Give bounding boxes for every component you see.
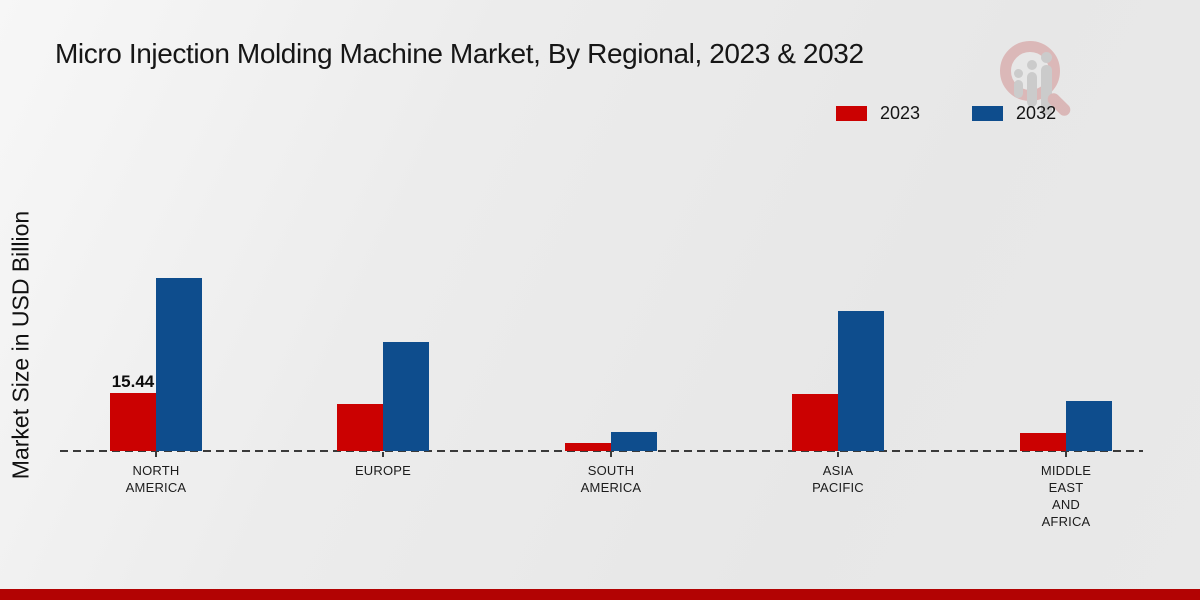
legend-label-2023: 2023 (880, 103, 921, 123)
x-axis-baseline (60, 450, 1143, 452)
category-label-europe: EUROPE (354, 463, 412, 478)
legend-item-2032: 2032 (972, 103, 1056, 124)
bar-2023-middle-east-and-africa (1020, 433, 1066, 451)
bar-2032-north-america (156, 278, 202, 451)
magnifier-ring-icon (1000, 41, 1060, 101)
figure-bar-icon (1014, 80, 1023, 98)
page-title: Micro Injection Molding Machine Market, … (55, 38, 864, 69)
figure-head-icon (1027, 60, 1037, 70)
bar-2023-asia-pacific (792, 394, 838, 451)
figure-bar-icon (1041, 65, 1052, 115)
axis-tick (610, 452, 612, 457)
axis-tick (382, 452, 384, 457)
bar-2032-europe (383, 342, 429, 451)
legend: 2023 2032 (836, 103, 1056, 124)
category-label-south-america: SOUTH AMERICA (580, 463, 642, 495)
legend-label-2032: 2032 (1016, 103, 1057, 123)
figure-head-icon (1014, 69, 1023, 78)
axis-tick (155, 452, 157, 457)
bar-2032-asia-pacific (838, 311, 884, 451)
axis-tick (837, 452, 839, 457)
bar-2032-middle-east-and-africa (1066, 401, 1112, 451)
bar-2023-europe (337, 404, 383, 451)
category-label-asia-pacific: ASIA PACIFIC (812, 463, 864, 495)
figure-head-icon (1041, 52, 1052, 63)
value-label: 15.44 (111, 372, 155, 391)
legend-item-2023: 2023 (836, 103, 920, 124)
legend-swatch-2023-icon (836, 106, 867, 121)
axis-tick (1065, 452, 1067, 457)
market-research-logo-icon (993, 33, 1093, 128)
bar-2023-north-america (110, 393, 156, 451)
legend-swatch-2032-icon (972, 106, 1004, 121)
category-label-north-america: NORTH AMERICA (125, 463, 187, 495)
figure-bar-icon (1027, 72, 1037, 107)
bar-2032-south-america (611, 432, 657, 451)
footer-stripe (0, 589, 1200, 600)
bar-2023-south-america (565, 443, 611, 451)
category-label-middle-east-and-africa: MIDDLE EAST AND AFRICA (1040, 463, 1092, 529)
